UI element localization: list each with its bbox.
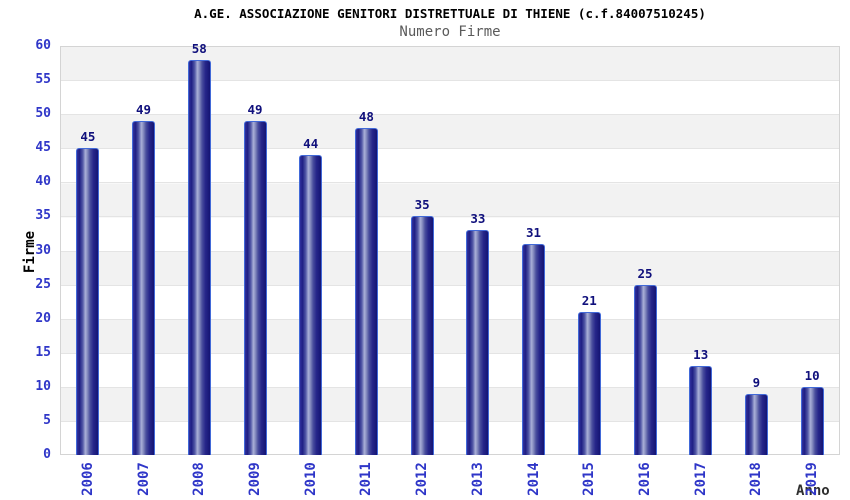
- bar-value-label: 9: [752, 374, 761, 390]
- bar-2012: [410, 216, 434, 455]
- chart-title: A.GE. ASSOCIAZIONE GENITORI DISTRETTUALE…: [194, 6, 706, 21]
- y-axis-tick-label: 45: [35, 140, 51, 156]
- y-axis-tick-label: 30: [35, 242, 51, 258]
- bar-2018: [744, 393, 768, 455]
- y-axis-tick-label: 20: [35, 310, 51, 326]
- x-axis-tick-label: 2018: [748, 462, 765, 496]
- y-axis-tick-label: 50: [35, 106, 51, 122]
- bar-2017: [689, 366, 713, 455]
- bar-value-label: 10: [804, 367, 820, 383]
- bar-2009: [243, 120, 267, 455]
- x-axis-tick-label: 2012: [414, 462, 431, 496]
- bar-2011: [354, 127, 378, 455]
- gridline: [61, 251, 839, 252]
- gridline: [61, 148, 839, 149]
- bar-2007: [132, 120, 156, 455]
- y-axis-tick-label: 55: [35, 72, 51, 88]
- bar-value-label: 13: [693, 347, 709, 363]
- x-axis-tick-label: 2015: [581, 462, 598, 496]
- bar-value-label: 49: [247, 101, 263, 117]
- x-axis-tick-label: 2014: [525, 462, 542, 496]
- gridline: [61, 387, 839, 388]
- gridline: [61, 80, 839, 81]
- gridline: [61, 182, 839, 183]
- bar-value-label: 25: [637, 265, 653, 281]
- bar-2015: [577, 311, 601, 455]
- y-axis-tick-label: 35: [35, 208, 51, 224]
- x-axis-tick-label: 2019: [804, 462, 821, 496]
- bar-2010: [299, 155, 323, 455]
- bar-2016: [633, 284, 657, 455]
- bar-value-label: 45: [80, 129, 96, 145]
- bar-value-label: 35: [414, 197, 430, 213]
- y-axis-tick-label: 25: [35, 276, 51, 292]
- bar-2019: [800, 386, 824, 455]
- bar-value-label: 33: [470, 211, 486, 227]
- gridline: [61, 216, 839, 217]
- bar-value-label: 31: [526, 224, 542, 240]
- y-axis-tick-label: 10: [35, 378, 51, 394]
- x-axis-tick-label: 2006: [79, 462, 96, 496]
- x-axis-tick-label: 2007: [135, 462, 152, 496]
- y-axis-tick-label: 0: [43, 447, 51, 462]
- x-axis-tick-label: 2010: [302, 462, 319, 496]
- y-axis-tick-label: 40: [35, 174, 51, 190]
- y-axis-tick-label: 60: [35, 38, 51, 53]
- x-axis-tick-label: 2011: [358, 462, 375, 496]
- x-axis-tick-label: 2009: [247, 462, 263, 496]
- chart-subtitle: Numero Firme: [399, 24, 501, 40]
- gridline: [61, 353, 839, 354]
- y-axis-tick-label: 5: [43, 412, 51, 428]
- x-axis-tick-label: 2016: [637, 462, 653, 496]
- bar-2006: [76, 148, 100, 455]
- bar-value-label: 58: [191, 40, 207, 56]
- bar-value-label: 44: [303, 136, 319, 152]
- gridline: [61, 421, 839, 422]
- bar-value-label: 21: [581, 292, 597, 308]
- y-axis-tick-label: 15: [35, 344, 51, 360]
- bar-2013: [466, 230, 490, 455]
- bar-2008: [187, 59, 211, 455]
- gridline: [61, 319, 839, 320]
- gridline: [61, 114, 839, 115]
- gridline: [61, 285, 839, 286]
- bar-value-label: 49: [136, 101, 152, 117]
- bar-value-label: 48: [358, 108, 374, 124]
- bar-2014: [522, 243, 546, 455]
- x-axis-tick-label: 2017: [692, 462, 709, 496]
- x-axis-tick-label: 2013: [469, 462, 486, 496]
- x-axis-tick-label: 2008: [191, 462, 208, 496]
- x-axis-title: Anno: [796, 483, 830, 499]
